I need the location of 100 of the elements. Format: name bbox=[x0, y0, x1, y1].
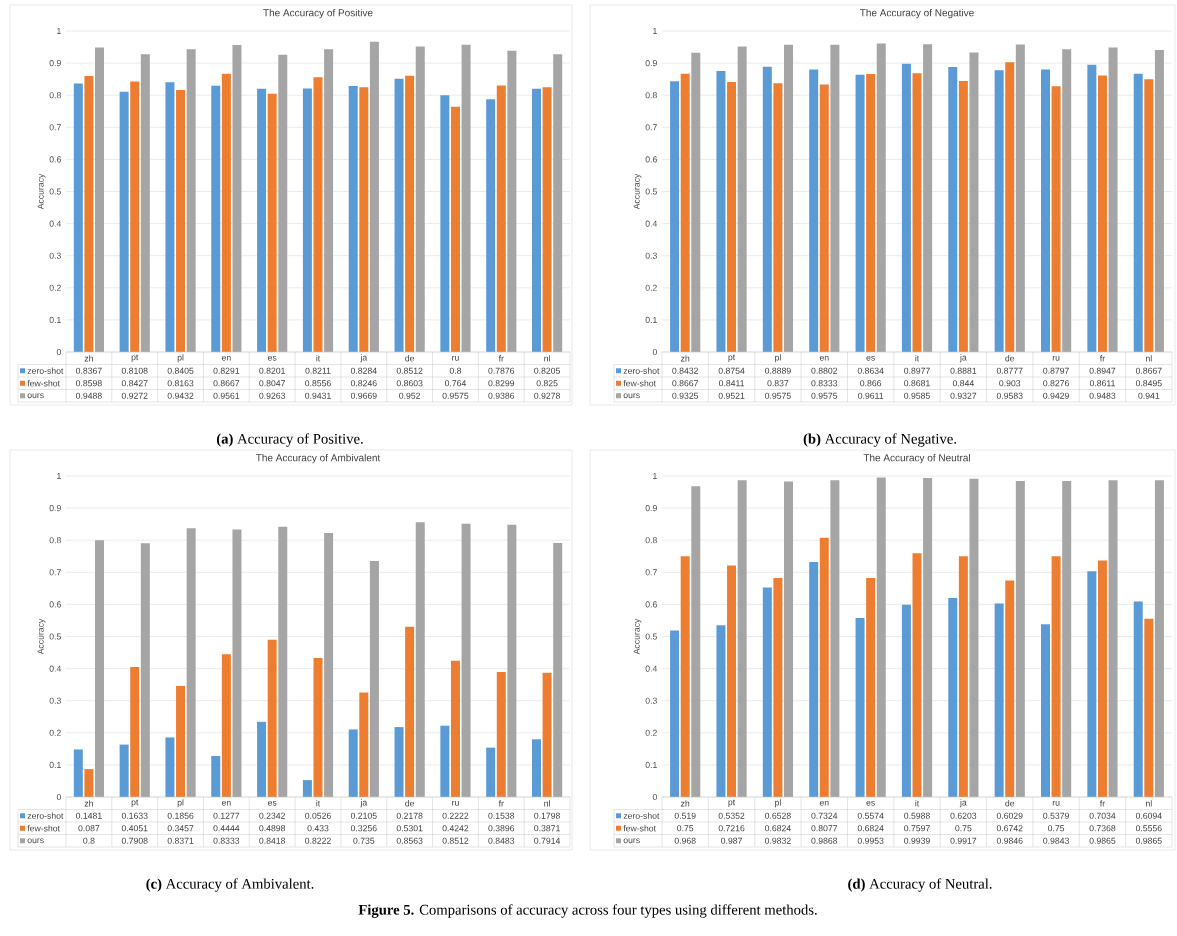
bar bbox=[923, 44, 933, 353]
data-label: 0.7908 bbox=[121, 837, 148, 844]
x-tick-label: de bbox=[1005, 355, 1015, 362]
bar bbox=[267, 93, 277, 353]
y-tick-label: 0.9 bbox=[49, 60, 61, 67]
data-label: 0.8634 bbox=[857, 367, 884, 374]
bar bbox=[450, 660, 460, 798]
data-label: 0.9575 bbox=[811, 392, 838, 399]
bar bbox=[901, 63, 911, 353]
bar bbox=[809, 561, 819, 798]
bar bbox=[762, 587, 772, 798]
bar bbox=[496, 671, 506, 798]
data-label: 0.9561 bbox=[213, 392, 240, 399]
bar bbox=[394, 78, 404, 353]
data-label: 0.8222 bbox=[305, 837, 331, 844]
bar bbox=[773, 577, 783, 798]
x-tick-label: pt bbox=[728, 354, 736, 362]
data-label: 0.087 bbox=[78, 825, 100, 832]
y-tick-label: 0.7 bbox=[49, 124, 61, 131]
data-label: 0.7034 bbox=[1089, 812, 1116, 819]
data-label: 0.8432 bbox=[672, 367, 698, 374]
bar bbox=[440, 725, 450, 798]
bar bbox=[969, 478, 979, 798]
bar bbox=[507, 524, 517, 798]
y-tick-label: 1 bbox=[57, 28, 61, 34]
bar bbox=[876, 43, 886, 353]
bar bbox=[359, 87, 369, 353]
y-tick-label: 0.6 bbox=[49, 156, 61, 163]
text: Figure 5. Comparisons of accuracy across four types using different methods. bbox=[358, 904, 817, 918]
data-label: 0.8512 bbox=[442, 837, 469, 844]
y-tick-label: 0.6 bbox=[645, 156, 657, 163]
data-label: 0.8611 bbox=[1089, 380, 1115, 387]
bar bbox=[267, 639, 277, 798]
bar bbox=[1015, 44, 1025, 353]
data-label: 0.9488 bbox=[75, 392, 102, 399]
data-label: 0.7876 bbox=[488, 367, 515, 374]
x-tick-label: en bbox=[819, 355, 829, 361]
y-tick-label: 0.8 bbox=[645, 537, 657, 544]
y-tick-label: 0.1 bbox=[645, 761, 657, 768]
data-label: 0.4242 bbox=[442, 825, 469, 832]
data-label: 0.8246 bbox=[350, 380, 377, 387]
bar bbox=[727, 565, 737, 798]
data-label: 0.8411 bbox=[718, 380, 745, 387]
bar bbox=[486, 747, 496, 798]
data-label: 0.8205 bbox=[534, 367, 560, 374]
data-label: 0.6824 bbox=[857, 825, 884, 832]
bar bbox=[691, 52, 701, 353]
y-tick-label: 0.5 bbox=[49, 188, 61, 195]
x-tick-label: ja bbox=[959, 354, 967, 363]
data-label: 0.8977 bbox=[904, 367, 930, 374]
data-label: 0.75 bbox=[955, 825, 972, 832]
data-label: 0.5301 bbox=[396, 825, 423, 832]
chart-title: The Accuracy of Neutral bbox=[863, 453, 970, 464]
data-label: 0.9327 bbox=[950, 392, 977, 399]
x-tick-label: ja bbox=[360, 799, 368, 808]
x-tick-label: it bbox=[915, 800, 920, 807]
data-label: 0.6824 bbox=[765, 825, 791, 832]
bar bbox=[553, 542, 563, 798]
data-label: 0.8667 bbox=[213, 380, 240, 387]
bar bbox=[140, 543, 150, 798]
data-label: 0.8333 bbox=[811, 380, 838, 387]
data-label: 0.987 bbox=[721, 837, 742, 844]
bar bbox=[1154, 49, 1164, 353]
data-label: 0.1481 bbox=[75, 812, 102, 819]
data-label: 0.8367 bbox=[75, 367, 102, 374]
bar bbox=[84, 769, 94, 798]
bar bbox=[1133, 601, 1143, 798]
y-tick-label: 0.8 bbox=[49, 92, 61, 99]
x-tick-label: de bbox=[405, 800, 415, 807]
y-tick-label: 0.9 bbox=[645, 505, 657, 512]
y-tick-label: 1 bbox=[653, 28, 657, 34]
x-tick-label: fr bbox=[1099, 355, 1105, 362]
data-label: 0.9278 bbox=[534, 392, 560, 399]
x-tick-label: de bbox=[405, 355, 415, 362]
bar bbox=[324, 533, 334, 798]
bar bbox=[486, 99, 496, 353]
y-tick-label: 0.6 bbox=[645, 601, 657, 608]
bar bbox=[165, 737, 175, 798]
data-label: 0.7914 bbox=[534, 837, 561, 844]
bar bbox=[119, 744, 129, 798]
x-tick-label: pt bbox=[728, 799, 736, 807]
y-axis-title: Accuracy bbox=[633, 173, 642, 210]
bar bbox=[165, 82, 175, 353]
x-tick-label: ru bbox=[1052, 355, 1060, 361]
data-label: 0.9832 bbox=[765, 837, 791, 844]
x-tick-label: nl bbox=[1146, 355, 1152, 362]
bar bbox=[809, 69, 819, 353]
bar bbox=[221, 73, 231, 353]
bar bbox=[542, 87, 552, 353]
x-tick-label: it bbox=[316, 355, 321, 362]
data-label: 0.8047 bbox=[259, 380, 285, 387]
data-label: 0.9429 bbox=[1043, 392, 1069, 399]
bar bbox=[866, 74, 876, 353]
data-label: 0.8077 bbox=[811, 825, 838, 832]
bar bbox=[1144, 79, 1154, 353]
bar bbox=[73, 749, 83, 798]
data-label: 0.8276 bbox=[1043, 380, 1069, 387]
bar bbox=[784, 481, 794, 798]
data-label: 0.8754 bbox=[718, 367, 745, 374]
bar bbox=[369, 561, 379, 798]
